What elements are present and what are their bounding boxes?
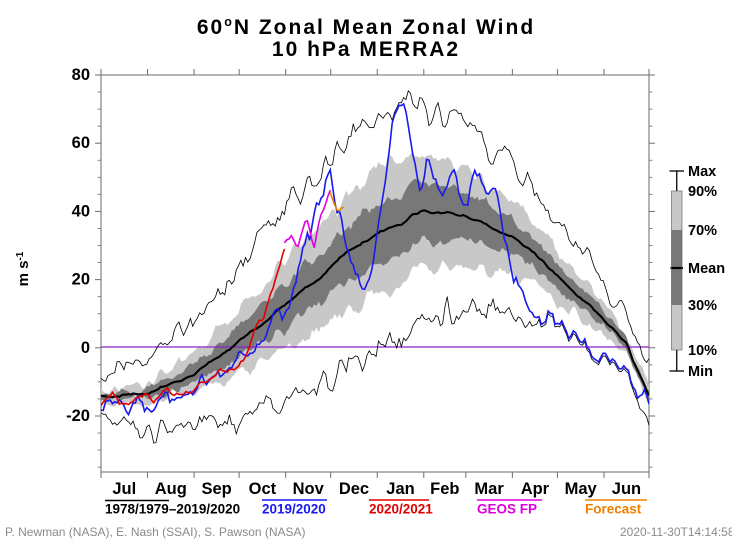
svg-text:Mar: Mar [474,480,504,498]
svg-text:Min: Min [688,364,713,380]
svg-text:Sep: Sep [201,480,231,498]
svg-text:Mean: Mean [688,261,725,277]
svg-text:80: 80 [72,66,90,84]
svg-text:2020-11-30T14:14:58Z: 2020-11-30T14:14:58Z [620,525,732,539]
svg-text:30%: 30% [688,298,717,314]
svg-text:60: 60 [72,134,90,152]
svg-text:Nov: Nov [293,480,325,498]
svg-text:0: 0 [81,339,90,357]
svg-text:70%: 70% [688,223,717,239]
svg-text:May: May [565,480,598,498]
svg-text:Jun: Jun [612,480,641,498]
svg-text:10%: 10% [688,343,717,359]
svg-text:GEOS FP: GEOS FP [477,502,537,517]
svg-text:1978/1979–2019/2020: 1978/1979–2019/2020 [105,502,240,517]
svg-text:Feb: Feb [430,480,459,498]
svg-text:Max: Max [688,164,716,180]
svg-text:P. Newman (NASA), E. Nash (SSA: P. Newman (NASA), E. Nash (SSAI), S. Paw… [5,525,306,539]
svg-text:2020/2021: 2020/2021 [369,502,433,517]
svg-text:60oN Zonal Mean Zonal Wind: 60oN Zonal Mean Zonal Wind [197,15,535,39]
svg-text:Oct: Oct [249,480,277,498]
svg-text:Dec: Dec [339,480,369,498]
svg-text:-20: -20 [66,407,90,425]
svg-text:10 hPa MERRA2: 10 hPa MERRA2 [272,38,460,61]
svg-text:Apr: Apr [521,480,550,498]
svg-text:2019/2020: 2019/2020 [262,502,326,517]
svg-text:40: 40 [72,202,90,220]
svg-text:Jan: Jan [386,480,414,498]
svg-text:20: 20 [72,271,90,289]
svg-text:Forecast: Forecast [585,502,642,517]
svg-text:Jul: Jul [112,480,136,498]
svg-text:Aug: Aug [155,480,187,498]
svg-text:90%: 90% [688,184,717,200]
